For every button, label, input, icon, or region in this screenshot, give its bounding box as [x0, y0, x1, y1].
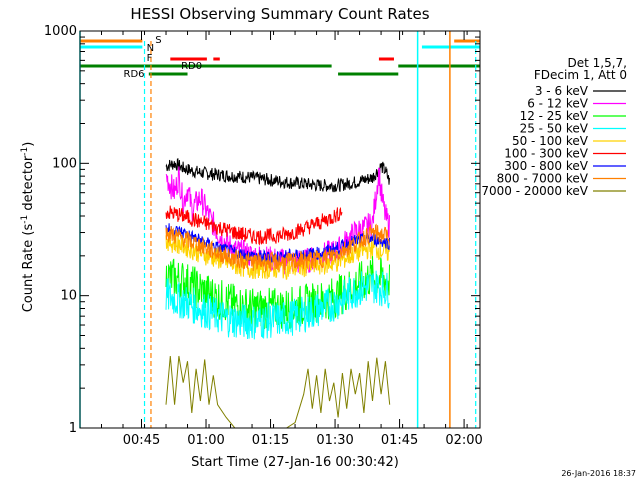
legend-label: 800 - 7000 keV — [497, 172, 589, 186]
series-line — [165, 158, 390, 193]
plot-frame — [79, 30, 481, 429]
legend-label: 50 - 100 keV — [512, 134, 589, 148]
y-label-part: Count Rate (s — [21, 224, 36, 313]
x-tick-label: 01:00 — [187, 433, 224, 448]
y-axis-label: Count Rate (s-1 detector-1) — [20, 142, 36, 313]
y-tick-label: 1 — [69, 421, 77, 436]
y-label-sup: -1 — [20, 215, 30, 224]
series-line — [165, 355, 391, 429]
timestamp: 26-Jan-2016 18:37 — [561, 469, 636, 478]
y-tick-label: 10 — [60, 289, 77, 304]
y-label-part: ) — [21, 142, 36, 147]
y-label-sup: -1 — [20, 147, 30, 156]
legend-label: 100 - 300 keV — [504, 147, 588, 161]
plot-area: SNF RD0 RD6 1 10 100 1000 00:45 01:00 01:15 01:30 0… — [44, 24, 483, 448]
series-line — [165, 223, 390, 273]
y-tick-label: 1000 — [44, 24, 77, 39]
legend-label: 300 - 800 keV — [504, 159, 588, 173]
x-tick-label: 01:15 — [252, 433, 289, 448]
x-tick-label: 01:30 — [316, 433, 353, 448]
y-label-part: detector — [21, 155, 36, 215]
svg-text:Count Rate (s-1 detector-1): Count Rate (s-1 detector-1) — [20, 142, 36, 313]
x-tick-label: 02:00 — [445, 433, 482, 448]
y-tick-label: 100 — [52, 156, 77, 171]
flag-label-rd6: RD6 — [124, 69, 145, 80]
flag-label-n: N — [147, 43, 154, 54]
series-line — [165, 205, 343, 246]
series-line — [165, 270, 390, 340]
x-tick-label: 00:45 — [123, 433, 160, 448]
legend-header-line2: FDecim 1, Att 0 — [534, 68, 627, 82]
flag-label-rd0: RD0 — [181, 61, 202, 72]
x-axis-label: Start Time (27-Jan-16 00:30:42) — [191, 455, 399, 470]
legend-label: 25 - 50 keV — [520, 122, 589, 136]
legend-header-line1: Det 1,5,7, — [568, 56, 628, 70]
legend-label: 12 - 25 keV — [520, 109, 589, 123]
flag-label-s: S — [155, 35, 161, 46]
x-tick-label: 01:45 — [381, 433, 418, 448]
legend-label: 7000 - 20000 keV — [481, 184, 588, 198]
chart-title: HESSI Observing Summary Count Rates — [130, 5, 429, 23]
flag-label-f: F — [147, 53, 153, 64]
legend-label: 6 - 12 keV — [527, 97, 589, 111]
legend-label: 3 - 6 keV — [535, 84, 589, 98]
